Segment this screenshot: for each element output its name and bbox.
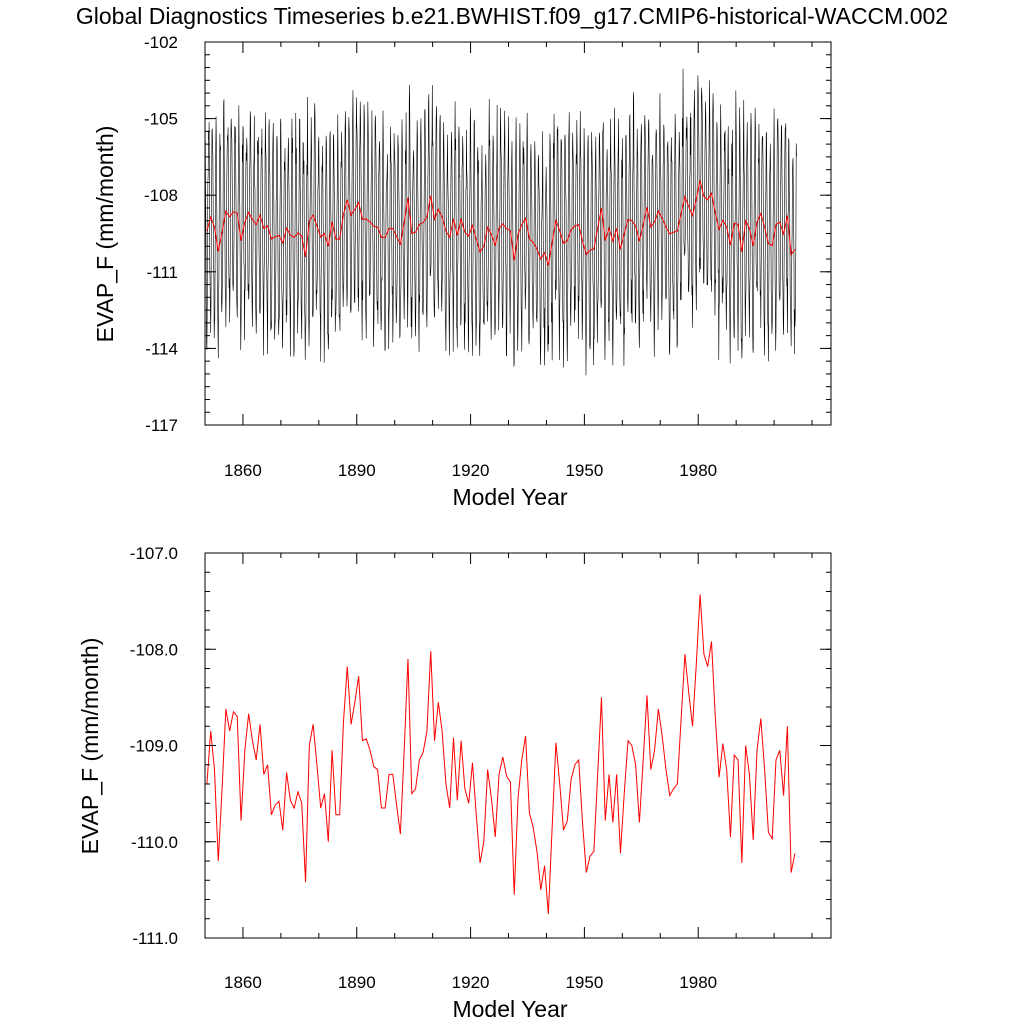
y-tick-label: -110.0 [131, 833, 178, 852]
annual-mean-line [206, 594, 796, 914]
x-tick-label: 1920 [452, 973, 490, 992]
y-tick-label: -114 [145, 339, 178, 358]
monthly-line [204, 68, 797, 376]
y-tick-label: -109.0 [130, 737, 178, 756]
annual-panel: 1860 1890 1920 1950 1980 -111.0 -110.0 -109.0 -1… [77, 544, 832, 1022]
monthly-panel: 1860 1890 1920 1950 1980 -117 -114 -111 -108 -105… [92, 33, 832, 510]
x-axis-title: Model Year [452, 996, 567, 1022]
x-axis-title: Model Year [452, 484, 567, 510]
y-tick-label: -117 [145, 416, 178, 435]
series-layer [204, 68, 797, 376]
y-axis-title: EVAP_F (mm/month) [92, 126, 118, 343]
x-tick-label: 1890 [338, 973, 376, 992]
plot-frame [204, 552, 832, 939]
y-tick-label: -105 [144, 110, 178, 129]
y-tick-label: -111 [146, 263, 178, 282]
x-tick-label: 1980 [679, 973, 717, 992]
y-tick-label: -111.0 [132, 929, 178, 948]
y-tick-label: -108.0 [130, 640, 178, 659]
x-tick-label: 1950 [565, 461, 603, 480]
ticks-layer: 1860 1890 1920 1950 1980 -117 -114 -111 -108 -105… [144, 33, 831, 480]
ticks-layer: 1860 1890 1920 1950 1980 -111.0 -110.0 -109.0 -1… [130, 544, 831, 992]
y-tick-label: -108 [144, 186, 178, 205]
x-tick-label: 1920 [452, 461, 490, 480]
figure-title: Global Diagnostics Timeseries b.e21.BWHI… [76, 3, 948, 29]
x-tick-label: 1860 [224, 973, 262, 992]
annual-mean-line [206, 180, 796, 266]
x-tick-label: 1860 [224, 461, 262, 480]
y-tick-label: -107.0 [130, 544, 178, 563]
y-axis-title: EVAP_F (mm/month) [77, 638, 103, 855]
series-layer [206, 594, 796, 914]
x-tick-label: 1950 [565, 973, 603, 992]
y-tick-label: -102 [144, 33, 178, 52]
x-tick-label: 1980 [679, 461, 717, 480]
x-tick-label: 1890 [338, 461, 376, 480]
